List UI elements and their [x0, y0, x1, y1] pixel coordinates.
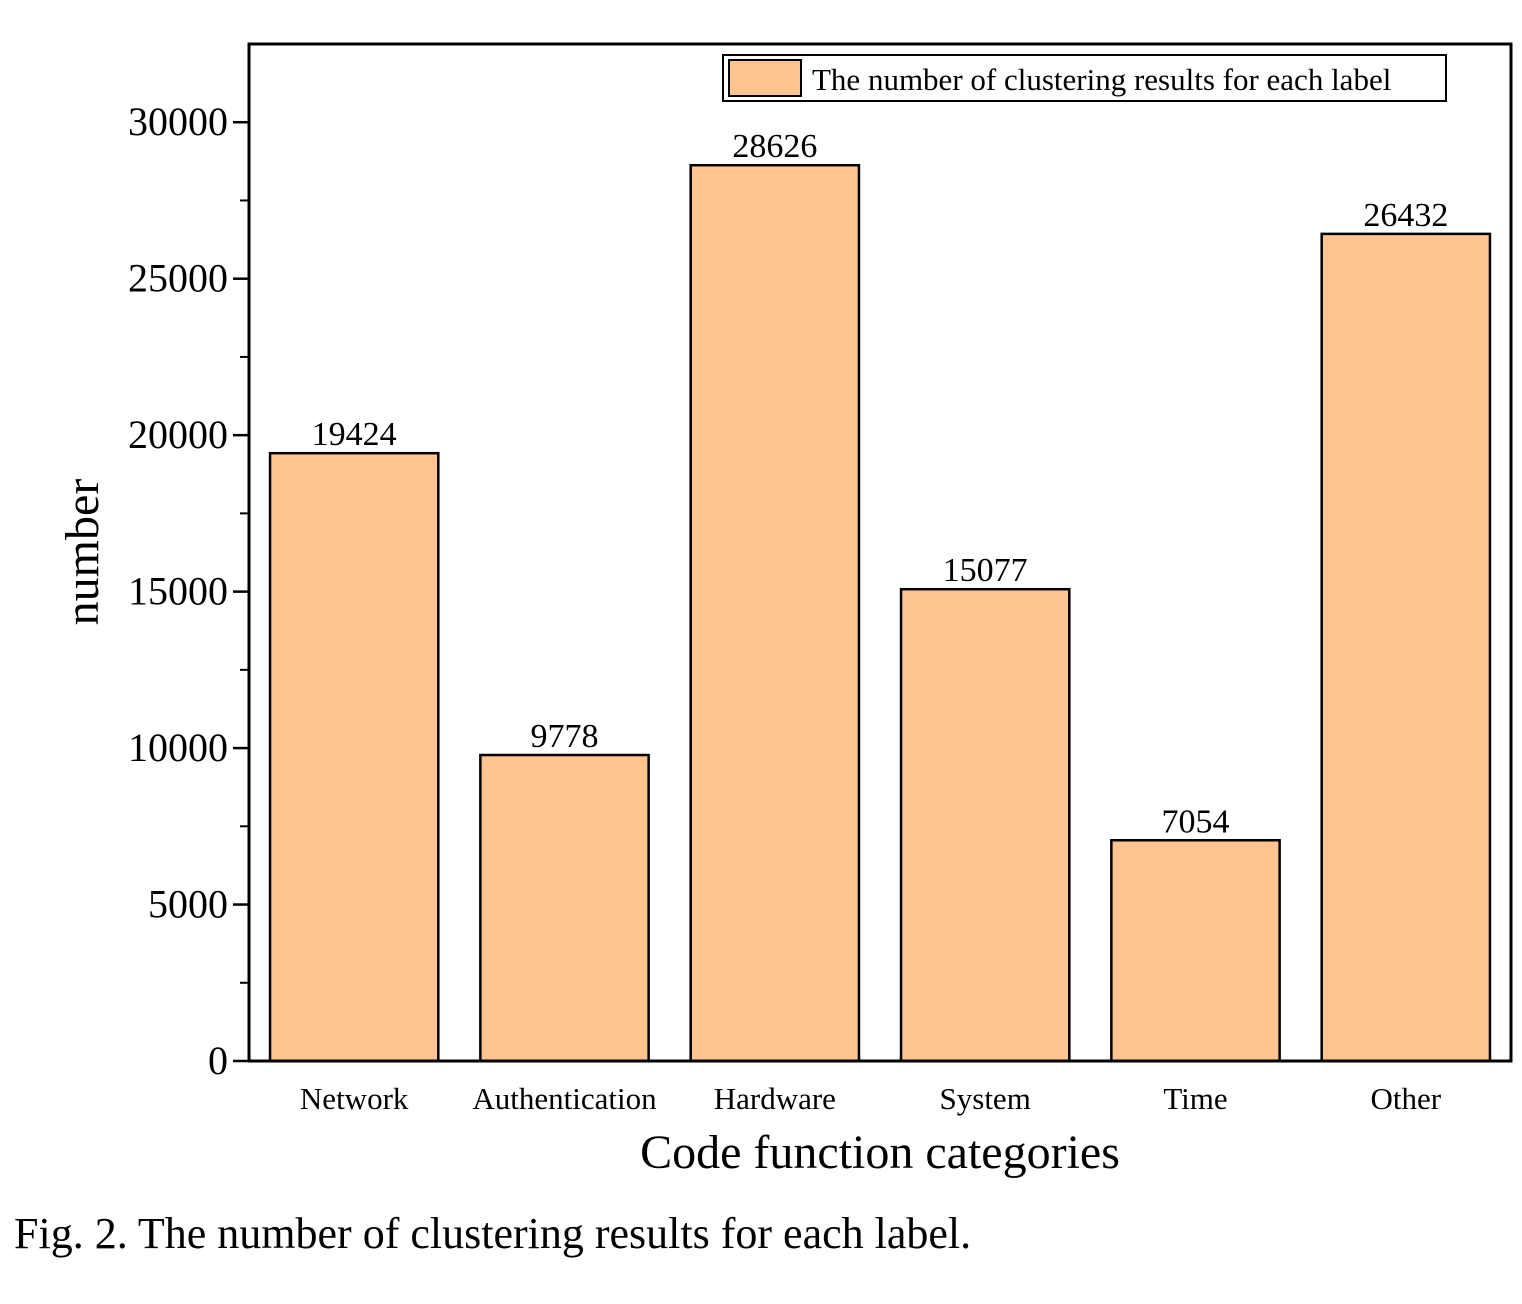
data-label: 26432 — [1363, 197, 1448, 234]
figure-caption: Fig. 2. The number of clustering results… — [14, 1209, 972, 1258]
y-axis-title: number — [56, 479, 109, 626]
y-tick-label: 10000 — [128, 725, 228, 770]
y-tick-label: 0 — [208, 1038, 228, 1083]
x-tick-label: System — [940, 1081, 1031, 1116]
bar-network — [268, 451, 440, 1063]
x-axis-title: Code function categories — [640, 1126, 1120, 1179]
y-tick-label: 20000 — [128, 412, 228, 457]
x-axis: Network Authentication Hardware System Time O… — [300, 1081, 1442, 1116]
bar-hardware — [689, 163, 861, 1063]
legend-label: The number of clustering results for eac… — [812, 62, 1391, 97]
y-tick-label: 5000 — [148, 882, 228, 927]
y-tick-label: 15000 — [128, 569, 228, 614]
data-labels-layer: 19424 9778 28626 15077 7054 26432 — [312, 128, 1449, 840]
x-tick-label: Hardware — [714, 1081, 836, 1116]
bar-chart: 19424 9778 28626 15077 7054 26432 0 5000 10000 1… — [56, 42, 1513, 1179]
x-tick-label: Other — [1371, 1081, 1442, 1116]
legend-box — [722, 54, 1447, 102]
y-tick-label: 30000 — [128, 99, 228, 144]
legend-swatch — [728, 59, 802, 97]
bar-other — [1320, 232, 1492, 1063]
data-label: 19424 — [312, 416, 397, 453]
bar-time — [1110, 839, 1281, 1063]
x-tick-label: Authentication — [472, 1081, 657, 1116]
legend: The number of clustering results for eac… — [722, 54, 1447, 102]
data-label: 7054 — [1162, 803, 1230, 840]
x-tick-label: Network — [300, 1081, 409, 1116]
plot-frame — [247, 42, 1513, 1063]
bar-system — [899, 587, 1071, 1063]
bar-authentication — [479, 753, 650, 1063]
data-label: 9778 — [531, 718, 599, 755]
data-label: 28626 — [732, 128, 817, 165]
y-tick-label: 25000 — [128, 256, 228, 301]
bars-layer — [268, 163, 1492, 1063]
y-axis: 0 5000 10000 15000 20000 25000 30000 — [128, 99, 249, 1083]
x-tick-label: Time — [1163, 1081, 1227, 1116]
data-label: 15077 — [943, 552, 1028, 589]
